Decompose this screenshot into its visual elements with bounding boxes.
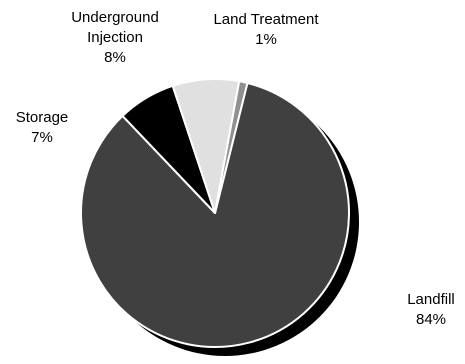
pie-label-name: Landfill: [407, 291, 455, 308]
pie-label-storage: Storage 7%: [16, 109, 69, 146]
pie-slices: [80, 78, 350, 348]
pie-label-value: 7%: [31, 129, 53, 146]
pie-labels: Landfill 84% Storage 7% Underground Injection…: [16, 9, 455, 328]
pie-label-name: Storage: [16, 109, 69, 126]
pie-label-land-treatment: Land Treatment 1%: [213, 11, 319, 48]
pie-label-value: 1%: [255, 31, 277, 48]
pie-label-name: Injection: [87, 29, 143, 46]
pie-label-name: Underground: [71, 9, 159, 26]
pie-label-value: 84%: [416, 311, 446, 328]
pie-slice-land-treatment: [214, 80, 249, 214]
pie-label-name: Land Treatment: [213, 11, 319, 28]
pie-label-value: 8%: [104, 49, 126, 66]
pie-label-landfill: Landfill 84%: [407, 291, 455, 328]
pie-slice-landfill: [80, 81, 350, 348]
pie-label-underground-injection: Underground Injection 8%: [71, 9, 159, 66]
